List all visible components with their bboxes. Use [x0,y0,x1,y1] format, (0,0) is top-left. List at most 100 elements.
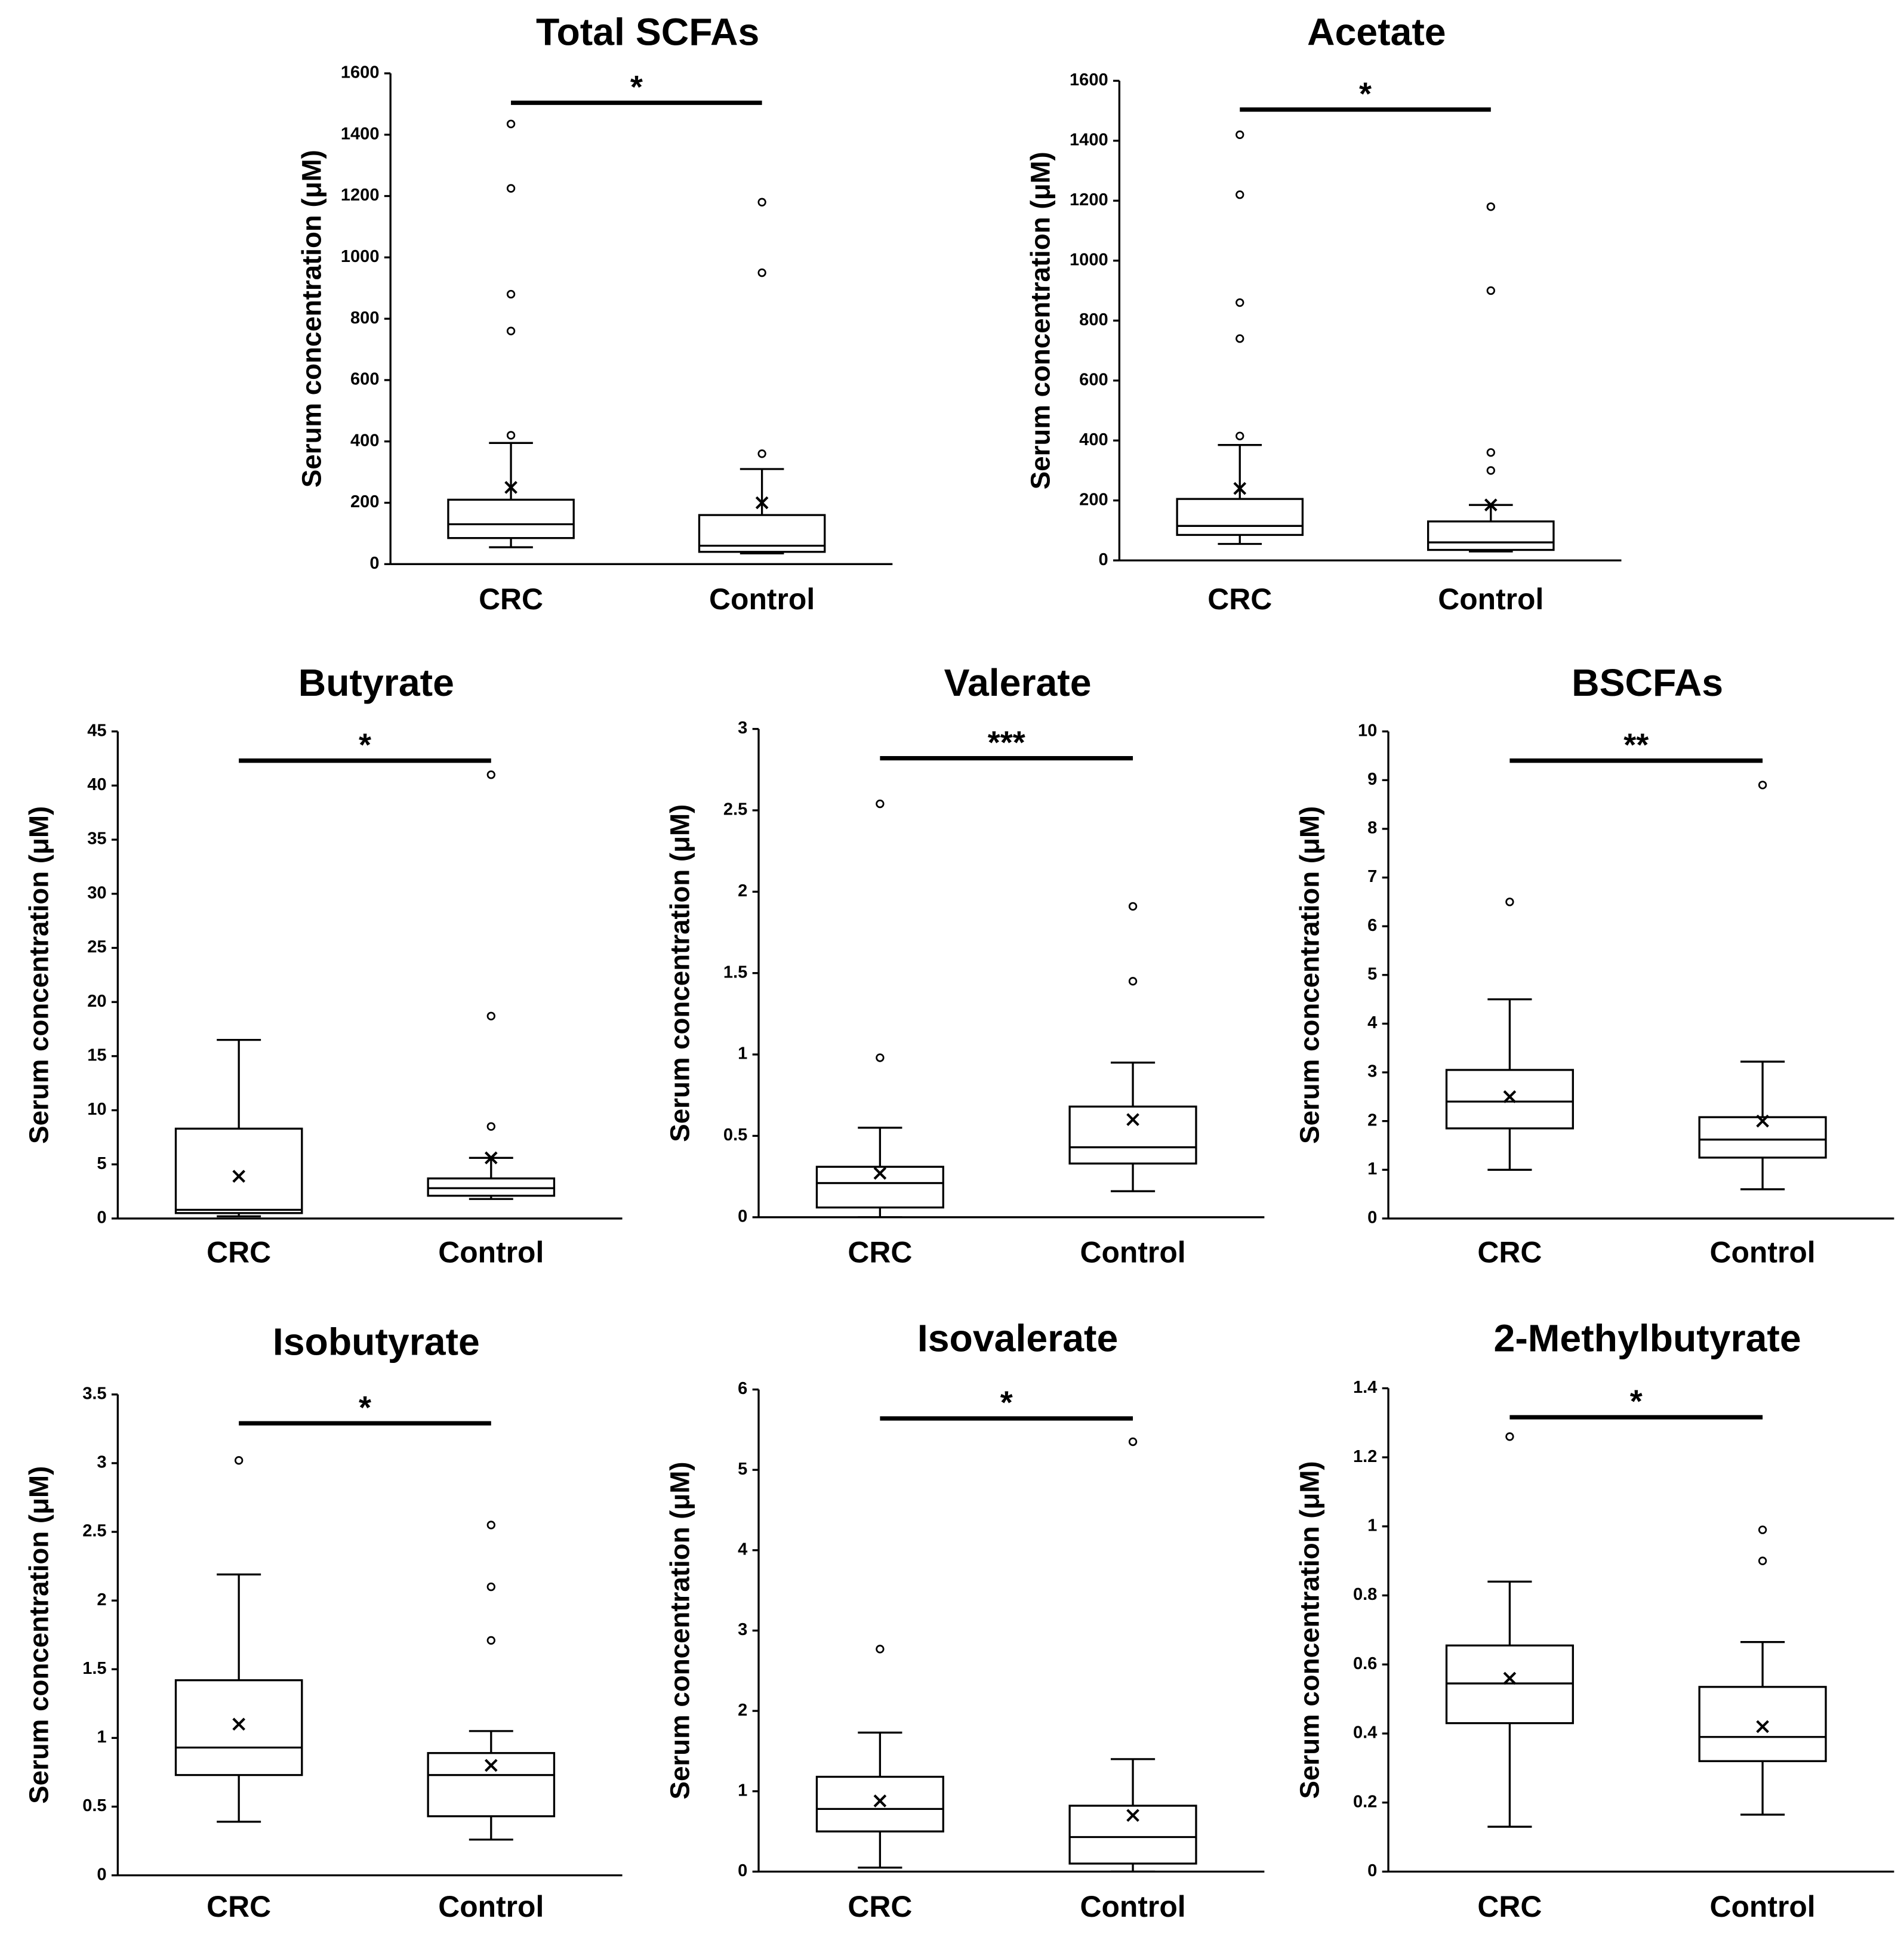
mean-marker [484,1151,498,1165]
y-axis-label: Serum concentration (μM) [24,806,54,1144]
mean-marker [484,1759,498,1772]
outlier [1236,298,1244,307]
y-axis-label: Serum concentration (μM) [664,804,695,1142]
mean-marker [504,481,517,494]
y-tick-label: 1 [1367,1516,1377,1535]
x-tick-label: Control [1080,1235,1185,1269]
mean-marker [1756,1114,1769,1128]
y-tick-label: 40 [87,775,106,794]
y-axis-label: Serum concentration (μM) [1294,806,1324,1144]
outlier [234,1456,244,1465]
significance-label: * [630,69,643,105]
outlier [506,184,516,193]
y-tick-label: 5 [97,1154,106,1173]
mean-marker [1503,1090,1517,1103]
y-tick-label: 200 [350,492,380,511]
outlier [1128,902,1138,911]
y-tick-label: 1 [738,1781,747,1800]
y-tick-label: 0 [1367,1208,1377,1227]
y-tick-label: 1000 [1070,250,1108,269]
outlier [486,1011,495,1020]
y-tick-label: 15 [87,1046,106,1065]
mean-marker [873,1794,887,1808]
outlier [506,119,516,128]
y-tick-label: 5 [1367,964,1377,983]
significance-label: * [1630,1384,1643,1420]
y-tick-label: 0 [738,1207,747,1226]
x-tick-label: Control [438,1235,544,1269]
mean-marker [1126,1809,1139,1822]
x-tick-label: Control [1080,1890,1185,1923]
y-tick-label: 800 [350,309,380,328]
outlier [1758,1525,1767,1534]
y-tick-label: 6 [738,1379,747,1398]
y-tick-label: 2.5 [723,800,747,819]
x-tick-label: Control [438,1890,544,1923]
y-tick-label: 0 [1099,550,1108,569]
y-tick-label: 2 [1367,1111,1377,1130]
box [1698,1686,1827,1762]
y-tick-label: 1400 [341,124,380,143]
y-tick-label: 0 [738,1861,747,1880]
y-tick-label: 3.5 [82,1384,106,1403]
y-tick-label: 2 [97,1590,106,1609]
outlier [1486,448,1495,457]
outlier [1486,202,1495,211]
box [815,1775,944,1833]
y-tick-label: 400 [1079,430,1108,449]
chart-title: Isobutyrate [273,1321,480,1364]
box [1698,1116,1827,1159]
mean-marker [232,1717,245,1731]
x-tick-label: CRC [479,582,543,616]
box [174,1127,303,1214]
y-tick-label: 800 [1079,310,1108,329]
outlier [486,770,495,779]
y-tick-label: 1 [97,1728,106,1747]
y-tick-label: 1200 [341,186,380,205]
significance-label: * [359,1390,371,1426]
outlier [486,1582,495,1592]
outlier [757,268,766,277]
outlier [506,431,516,440]
y-tick-label: 1.4 [1353,1378,1377,1397]
chart-title: BSCFAs [1572,661,1723,704]
y-tick-label: 1400 [1070,131,1108,150]
x-tick-label: Control [709,582,815,616]
box [174,1679,303,1776]
y-tick-label: 4 [738,1540,747,1559]
y-axis-label: Serum concentration (μM) [1294,1461,1324,1799]
x-tick-label: CRC [1477,1235,1542,1269]
chart-title: Total SCFAs [536,11,759,54]
x-tick-label: CRC [207,1890,271,1923]
y-tick-label: 3 [97,1453,106,1472]
outlier [486,1520,495,1529]
outlier [876,1053,885,1062]
y-tick-label: 0 [97,1865,106,1884]
y-tick-label: 0.5 [723,1125,747,1145]
mean-marker [1233,482,1247,495]
outlier [1505,1432,1514,1441]
chart-title: Butyrate [298,661,454,704]
y-axis-label: Serum concentration (μM) [24,1466,54,1804]
y-axis-label: Serum concentration (μM) [664,1461,695,1799]
y-tick-label: 7 [1367,867,1377,886]
box [427,1177,556,1197]
box [1068,1105,1197,1165]
outlier [1486,286,1495,295]
y-tick-label: 20 [87,992,106,1011]
y-tick-label: 1000 [341,247,380,266]
mean-marker [232,1170,245,1183]
y-tick-label: 1 [738,1044,747,1063]
y-tick-label: 1200 [1070,190,1108,209]
y-tick-label: 30 [87,883,106,902]
mean-marker [1126,1113,1139,1126]
y-tick-label: 0 [97,1208,106,1227]
x-tick-label: CRC [207,1235,271,1269]
y-tick-label: 400 [350,431,380,450]
mean-marker [1503,1671,1517,1685]
x-tick-label: CRC [848,1890,912,1923]
y-tick-label: 0.2 [1353,1792,1377,1811]
outlier [757,449,766,458]
y-tick-label: 600 [350,370,380,389]
